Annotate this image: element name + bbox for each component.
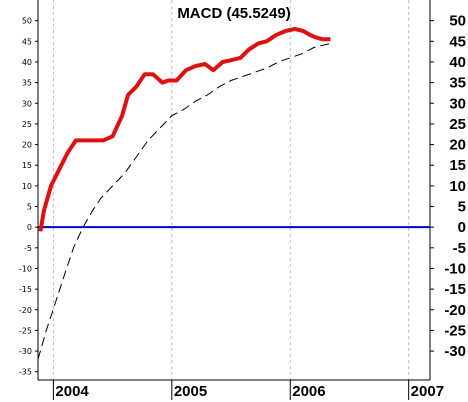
x-tick-label: 2004 xyxy=(55,383,89,400)
left-tick-label: -30 xyxy=(19,347,32,356)
left-tick-label: 25 xyxy=(22,120,32,129)
left-tick-label: -35 xyxy=(19,368,32,377)
left-tick-label: 35 xyxy=(22,79,32,88)
left-tick-label: 40 xyxy=(22,58,32,67)
right-tick-label: 40 xyxy=(449,54,466,71)
left-tick-label: -20 xyxy=(19,306,32,315)
right-tick-label: 0 xyxy=(458,219,466,236)
right-tick-label: -20 xyxy=(444,302,466,319)
left-tick-label: 50 xyxy=(22,17,32,26)
left-tick-label: 5 xyxy=(27,203,32,212)
x-tick-label: 2006 xyxy=(292,383,325,400)
right-tick-label: 50 xyxy=(449,13,466,30)
right-tick-label: -15 xyxy=(444,281,466,298)
right-tick-label: 25 xyxy=(449,116,466,133)
right-tick-label: -25 xyxy=(444,322,466,339)
right-tick-label: 15 xyxy=(449,157,466,174)
x-tick-labels: 2004 2005 2006 2007 xyxy=(52,380,444,400)
right-tick-label: -10 xyxy=(444,260,466,277)
left-tick-label: -5 xyxy=(24,244,32,253)
right-tick-label: 20 xyxy=(449,137,466,154)
right-tick-label: 30 xyxy=(449,95,466,112)
left-tick-label: 30 xyxy=(22,99,32,108)
right-tick-label: 10 xyxy=(449,178,466,195)
left-tick-label: -10 xyxy=(19,264,32,273)
left-tick-label: 45 xyxy=(22,37,32,46)
grid-lines xyxy=(52,0,410,380)
left-tick-label: 20 xyxy=(22,141,32,150)
right-tick-label: -30 xyxy=(444,343,466,360)
x-tick-label: 2005 xyxy=(174,383,207,400)
series-line-2 xyxy=(37,42,331,360)
left-tick-label: 0 xyxy=(27,223,32,232)
chart-title: MACD (45.5249) xyxy=(177,5,290,22)
left-tick-label: -25 xyxy=(19,326,32,335)
right-tick-label: 5 xyxy=(458,199,466,216)
right-tick-label: -5 xyxy=(453,240,466,257)
right-tick-label: 35 xyxy=(449,75,466,92)
left-tick-label: 10 xyxy=(22,182,32,191)
x-tick-label: 2007 xyxy=(411,383,444,400)
left-tick-label: -15 xyxy=(19,285,32,294)
series-layer xyxy=(37,26,331,360)
series-line-1 xyxy=(38,26,331,232)
right-tick-label: 45 xyxy=(449,33,466,50)
left-tick-label: 15 xyxy=(22,161,32,170)
